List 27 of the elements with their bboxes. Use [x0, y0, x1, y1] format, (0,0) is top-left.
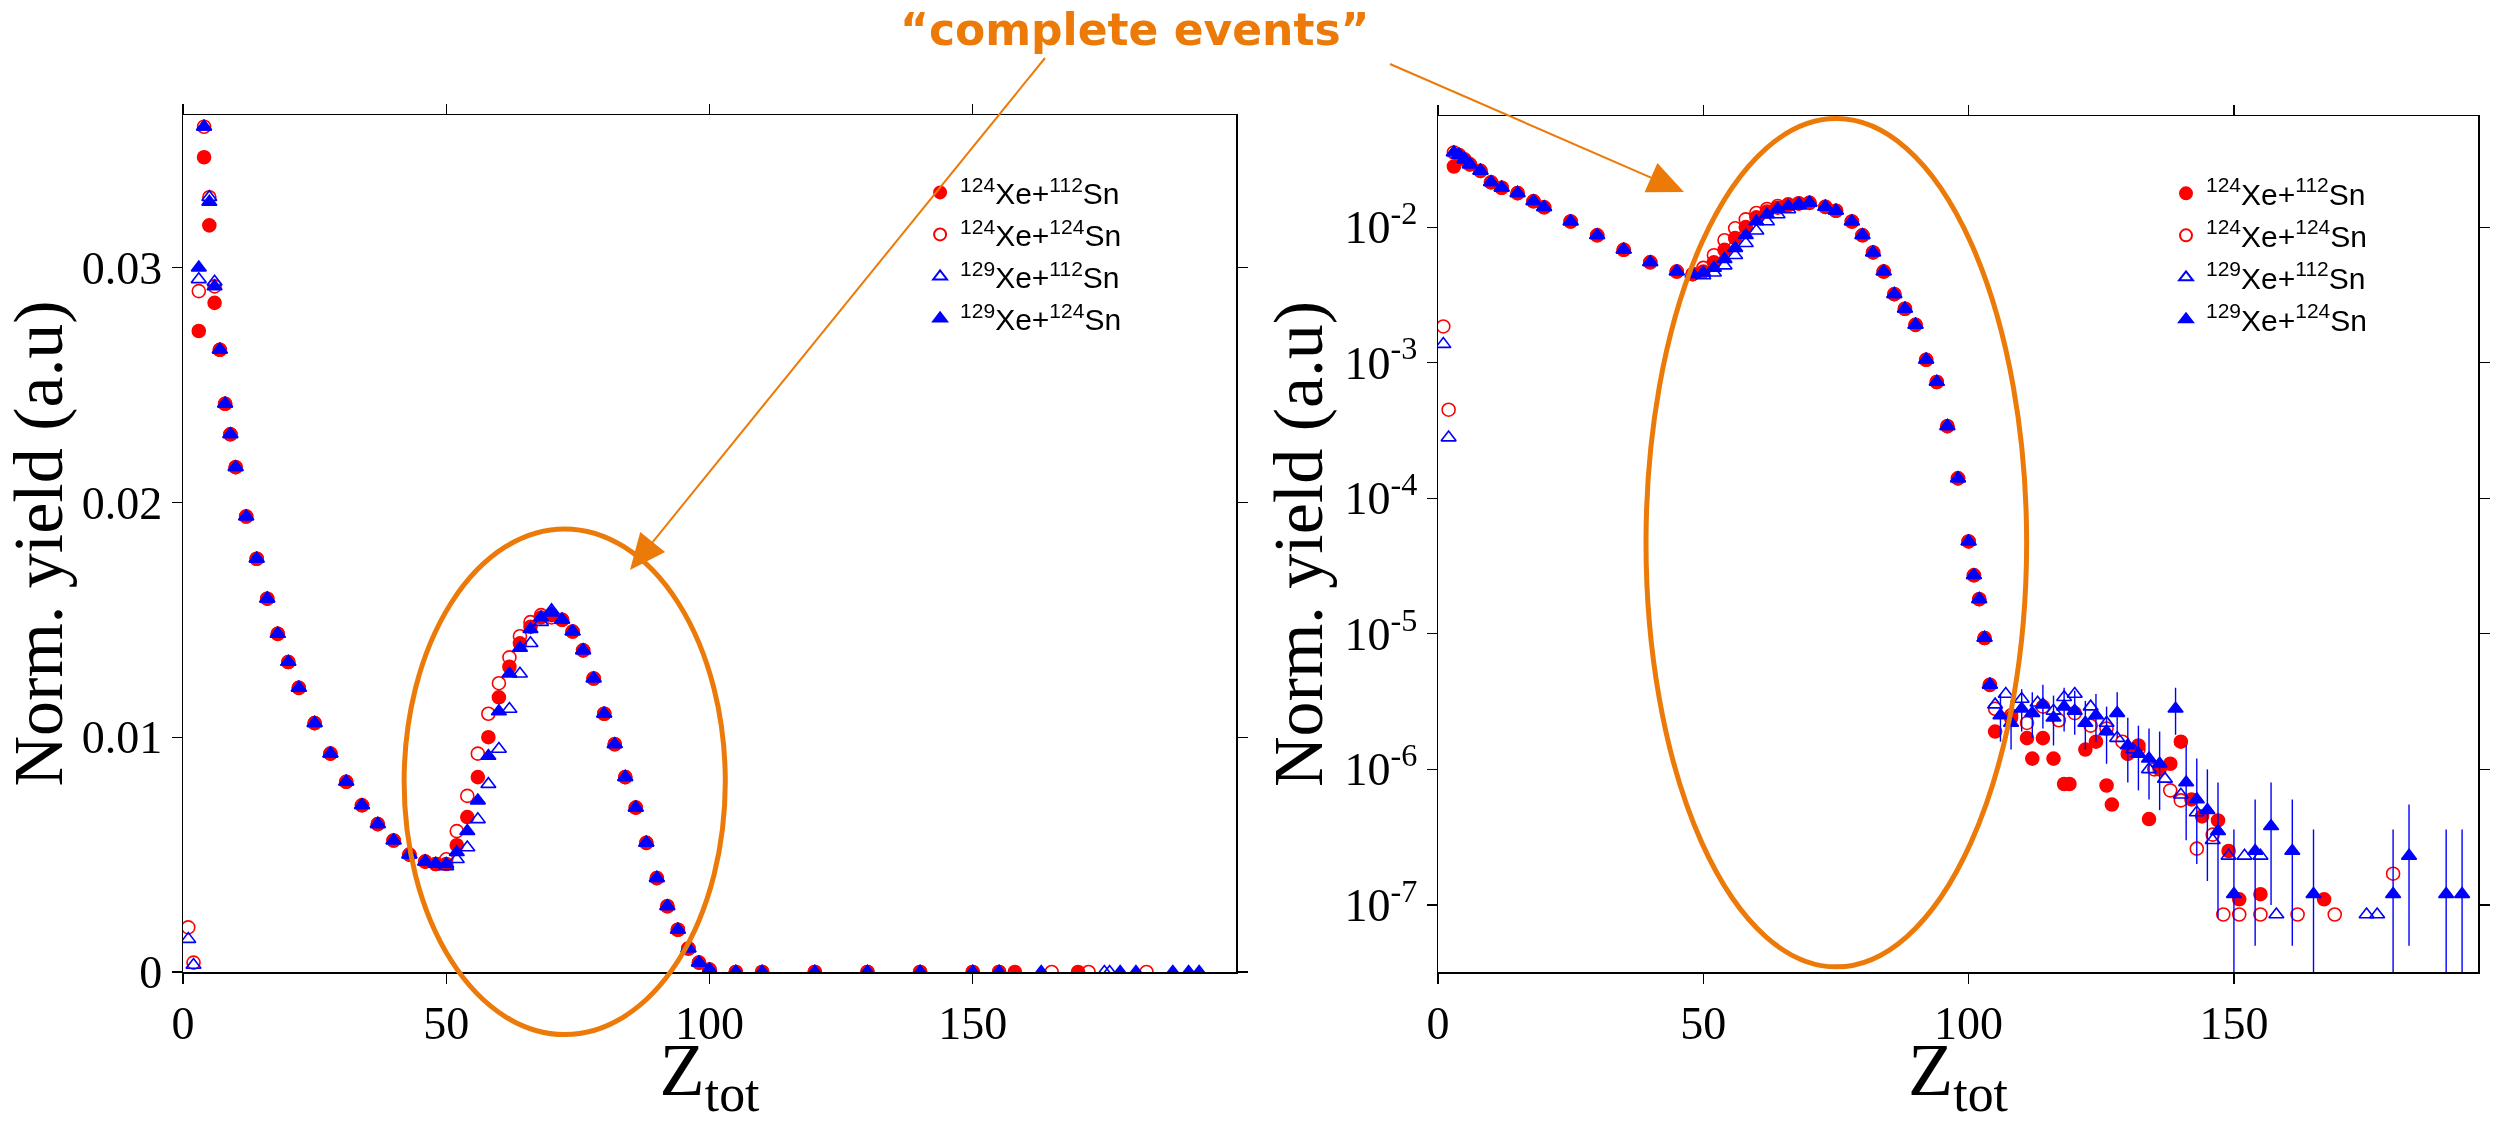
y-tick-label: 0 [139, 947, 163, 999]
legend-label: $^{129}$Xe+$^{124}$Sn [960, 298, 1122, 337]
y-tick-label: 10$^{-4}$ [1344, 466, 1418, 525]
legend-label: $^{129}$Xe+$^{112}$Sn [960, 256, 1120, 295]
y-tick-label: 0.01 [81, 712, 163, 764]
legend-label: $^{129}$Xe+$^{112}$Sn [2206, 257, 2366, 296]
y-tick-label: 0.03 [81, 242, 163, 294]
y-tick-label: 10$^{-2}$ [1344, 194, 1418, 254]
legend-label: $^{124}$Xe+$^{124}$Sn [960, 214, 1122, 253]
x-tick-label: 150 [938, 997, 1008, 1049]
legend-label: $^{124}$Xe+$^{112}$Sn [960, 172, 1120, 211]
legend-label: $^{124}$Xe+$^{112}$Sn [2206, 173, 2366, 212]
y-tick-label: 10$^{-6}$ [1344, 737, 1418, 796]
y-tick-label: 10$^{-5}$ [1344, 601, 1418, 660]
y-axis-title: Norm. yield (a.u) [0, 300, 77, 787]
legend-label: $^{124}$Xe+$^{124}$Sn [2206, 215, 2368, 254]
text: “complete events” [900, 4, 1370, 55]
y-tick-label: 10$^{-3}$ [1344, 330, 1418, 389]
x-tick-label: 50 [1680, 997, 1727, 1049]
y-axis-title: Norm. yield (a.u) [1260, 301, 1337, 787]
x-tick-label: 50 [423, 997, 470, 1049]
y-tick-label: 10$^{-7}$ [1344, 872, 1418, 932]
legend-label: $^{129}$Xe+$^{124}$Sn [2206, 299, 2368, 338]
x-tick-label: 0 [171, 997, 195, 1049]
x-tick-label: 0 [1426, 997, 1450, 1049]
x-tick-label: 150 [2199, 997, 2269, 1049]
y-tick-label: 0.02 [81, 477, 163, 529]
